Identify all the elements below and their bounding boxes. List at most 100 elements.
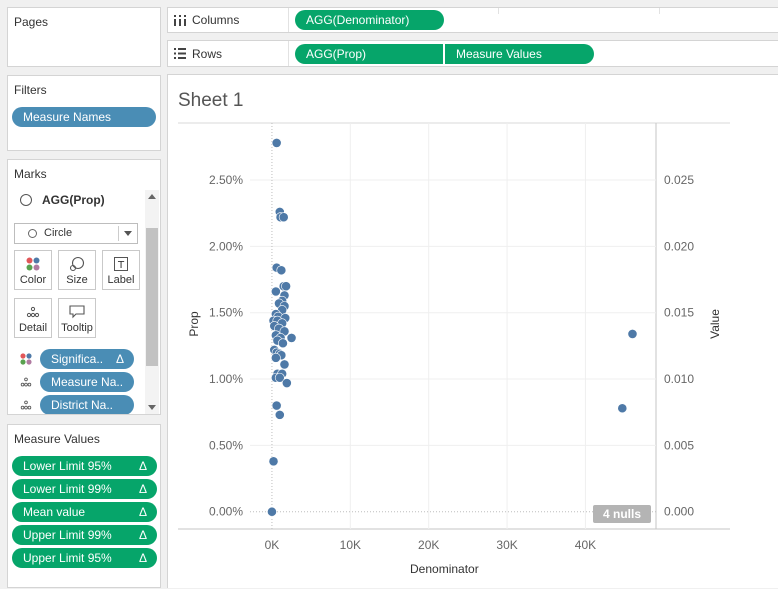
columns-icon [174,14,186,26]
tooltip-button-label: Tooltip [61,322,93,334]
sheet-area: Sheet 1 0.00% 0.50% 1.00% 1.50% 2.00% 2.50% 0.… [167,74,778,588]
y2-axis-title: Value [708,309,722,339]
marks-measure-row[interactable]: AGG(Prop) [20,193,105,207]
measure-value-label: Upper Limit 95% [23,551,112,565]
data-point[interactable] [270,352,281,363]
filter-pill-measure-names[interactable]: Measure Names [12,107,156,127]
dropdown-divider [118,226,119,241]
data-point[interactable] [281,281,291,292]
rows-pill-measure-values[interactable]: Measure Values [445,44,594,64]
data-point[interactable] [627,329,638,339]
pages-card: Pages [7,7,161,67]
delta-icon: Δ [138,551,147,565]
y-axis-title: Prop [187,311,201,337]
circle-outline-icon [28,229,37,238]
marks-title: Marks [14,167,47,181]
data-point[interactable] [286,333,297,343]
chevron-down-icon [124,231,132,236]
measure-value-label: Mean value [23,505,86,519]
measure-values-title: Measure Values [14,432,100,446]
marks-measure-label: AGG(Prop) [42,193,105,207]
detail-icon [20,400,32,410]
data-point[interactable] [271,400,282,411]
circle-icon [20,194,32,206]
color-button-label: Color [19,274,47,286]
columns-label-group: Columns [174,8,239,32]
delta-icon: Δ [115,352,124,366]
marks-field-measure-names[interactable]: Measure Na.. [20,372,142,392]
delta-icon: Δ [138,505,147,519]
size-button[interactable]: Size [58,250,96,290]
sheet-title: Sheet 1 [178,90,244,111]
rows-shelf: Rows AGG(Prop) Measure Values [167,40,778,67]
nulls-indicator[interactable]: 4 nulls [593,505,651,523]
data-point[interactable] [276,265,287,276]
columns-shelf: Columns AGG(Denominator) [167,7,778,33]
data-point[interactable] [278,338,288,349]
marks-card: Marks AGG(Prop) Circle Color Size T Labe… [7,159,161,415]
shelf-divider [288,41,289,66]
scroll-up-icon[interactable] [148,194,156,199]
y2-tick-label: 0.005 [664,438,694,452]
data-point[interactable] [278,212,289,223]
shelf-divider [498,8,499,14]
data-point[interactable] [268,456,279,467]
y-tick-label: 1.00% [209,372,243,386]
measure-value-pill[interactable]: Upper Limit 99% Δ [12,525,157,545]
data-point[interactable] [271,138,282,148]
svg-text:T: T [117,260,125,271]
tooltip-button[interactable]: Tooltip [58,298,96,338]
x-tick-label: 0K [265,538,280,552]
data-point[interactable] [270,286,281,297]
x-tick-label: 40K [575,538,596,552]
filters-card: Filters Measure Names [7,75,161,151]
data-point[interactable] [281,378,292,388]
pages-title: Pages [14,15,49,29]
data-point[interactable] [279,359,290,370]
columns-pill[interactable]: AGG(Denominator) [295,10,444,30]
y2-tick-label: 0.015 [664,306,694,320]
text-label-icon: T [103,254,139,274]
data-point[interactable] [617,403,628,414]
color-icon [15,254,51,274]
rows-pill-prop[interactable]: AGG(Prop) [295,44,443,64]
scrollbar-thumb[interactable] [146,228,158,366]
detail-button[interactable]: Detail [14,298,52,338]
y2-tick-label: 0.025 [664,173,694,187]
measure-value-pill[interactable]: Mean value Δ [12,502,157,522]
y2-tick-label: 0.010 [664,372,694,386]
delta-icon: Δ [138,482,147,496]
marks-field-district-name[interactable]: District Na.. [20,395,142,414]
scatter-chart[interactable]: 0.00% 0.50% 1.00% 1.50% 2.00% 2.50% 0.000 0.005… [168,75,778,589]
scroll-down-icon[interactable] [148,405,156,410]
data-point[interactable] [274,409,285,420]
measure-value-pill[interactable]: Lower Limit 95% Δ [12,456,157,476]
mark-type-dropdown[interactable]: Circle [14,223,138,244]
label-button[interactable]: T Label [102,250,140,290]
measure-value-pill[interactable]: Upper Limit 95% Δ [12,548,157,568]
rows-label-group: Rows [174,41,222,66]
filters-title: Filters [14,83,47,97]
marks-field-label: Significa.. [51,352,104,366]
shelf-divider [288,8,289,32]
color-icon [20,353,32,365]
marks-field-pill[interactable]: District Na.. [40,395,134,414]
y-tick-label: 0.00% [209,505,243,519]
x-tick-label: 20K [418,538,439,552]
data-point[interactable] [274,372,285,383]
marks-field-significance[interactable]: Significa.. Δ [20,349,142,369]
detail-button-label: Detail [18,322,48,334]
marks-scrollbar[interactable] [145,190,159,414]
color-button[interactable]: Color [14,250,52,290]
columns-label: Columns [192,13,240,27]
marks-field-pill[interactable]: Significa.. Δ [40,349,134,369]
measure-value-pill[interactable]: Lower Limit 99% Δ [12,479,157,499]
measure-value-label: Lower Limit 95% [23,459,112,473]
y-tick-label: 1.50% [209,306,243,320]
x-axis-title: Denominator [410,562,479,576]
size-icon [59,254,95,274]
marks-field-pill[interactable]: Measure Na.. [40,372,134,392]
measure-value-label: Upper Limit 99% [23,528,112,542]
data-point[interactable] [267,506,277,517]
y-tick-label: 2.50% [209,173,243,187]
